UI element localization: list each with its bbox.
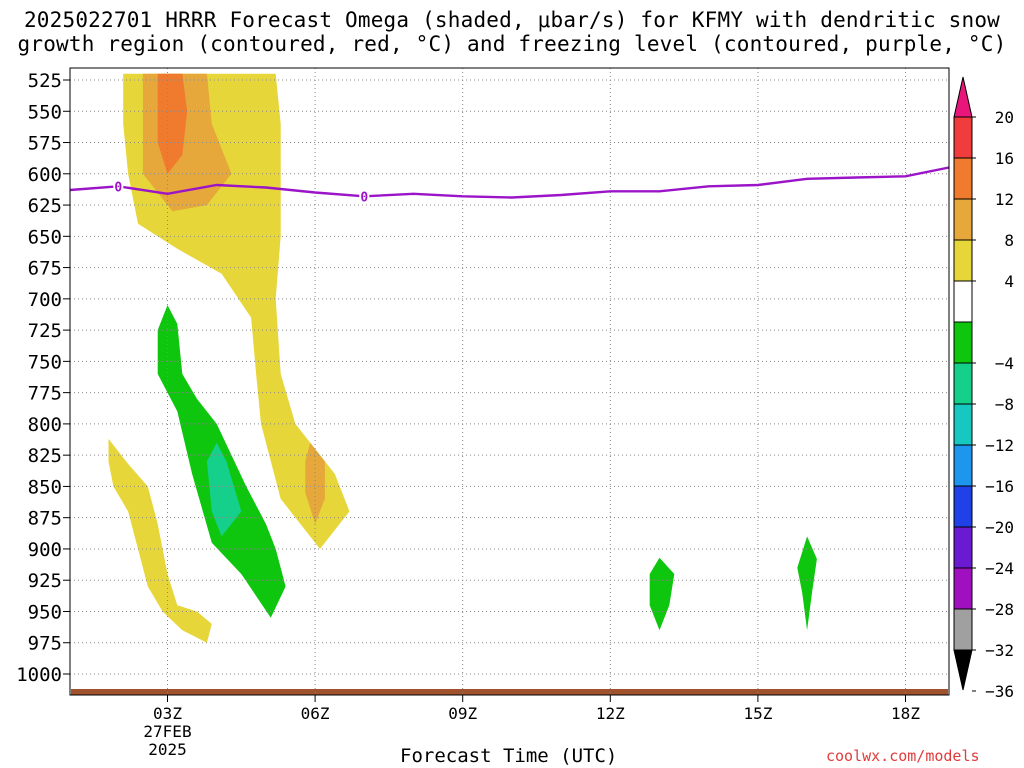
freezing-label-bg-1	[359, 189, 370, 204]
colorbar-bin-10	[953, 485, 973, 528]
colorbar-label-3: 8	[1004, 231, 1014, 250]
y-tick-label-775: 775	[28, 383, 62, 405]
colorbar-label-8: −16	[985, 477, 1014, 496]
colorbar-bin-9	[953, 444, 973, 487]
y-tick-label-675: 675	[28, 258, 62, 280]
y-tick-label-975: 975	[28, 633, 62, 655]
freezing-level-label-1: 0	[360, 190, 368, 205]
colorbar-label-11: −28	[985, 600, 1014, 619]
y-tick-label-850: 850	[28, 476, 62, 498]
y-tick-label-875: 875	[28, 508, 62, 530]
y-tick-label-700: 700	[28, 289, 62, 311]
colorbar-bin-5	[953, 280, 973, 323]
y-axis-ticks: 525 550 575 600 625 650 675 700 725 750 775 800 825 8…	[16, 70, 70, 686]
y-tick-label-750: 750	[28, 351, 62, 373]
colorbar-label-5: −4	[995, 354, 1014, 373]
x-tick-sublabel-1: 2025	[148, 740, 187, 759]
x-tick-label-09Z: 09Z	[448, 704, 477, 723]
chart-title-line-1: 2025022701 HRRR Forecast Omega (shaded, …	[23, 8, 1001, 32]
colorbar-label-0: 20	[995, 108, 1014, 127]
colorbar-label-13: −36	[985, 682, 1014, 701]
credit-text: coolwx.com/models	[826, 747, 980, 765]
x-axis-label: Forecast Time (UTC)	[400, 745, 618, 767]
omega-region-6	[649, 557, 675, 631]
y-tick-label-575: 575	[28, 133, 62, 155]
y-tick-label-1000: 1000	[16, 664, 62, 686]
colorbar-bin-13	[953, 608, 973, 651]
y-tick-label-525: 525	[28, 70, 62, 92]
colorbar-bin-1	[953, 116, 973, 159]
x-tick-sublabel-0: 27FEB	[143, 722, 191, 741]
x-tick-label-06Z: 06Z	[301, 704, 330, 723]
colorbar-label-12: −32	[985, 641, 1014, 660]
colorbar-top-triangle	[953, 76, 973, 118]
omega-region-3	[305, 442, 325, 524]
y-tick-label-950: 950	[28, 601, 62, 623]
y-tick-label-625: 625	[28, 195, 62, 217]
colorbar: 20 16 12 8 4 −4 −8 −12 −16 −20 −24 −28 −32 −36	[953, 76, 1014, 701]
colorbar-bottom-triangle	[953, 649, 973, 691]
grid-lines	[70, 68, 949, 695]
colorbar-label-9: −20	[985, 518, 1014, 537]
y-tick-label-550: 550	[28, 101, 62, 123]
colorbar-label-7: −12	[985, 436, 1014, 455]
colorbar-bin-4	[953, 239, 973, 282]
omega-region-4	[157, 73, 188, 174]
colorbar-label-2: 12	[995, 190, 1014, 209]
y-tick-label-650: 650	[28, 226, 62, 248]
colorbar-label-4: 4	[1004, 272, 1014, 291]
y-tick-label-800: 800	[28, 414, 62, 436]
freezing-level-line	[69, 166, 950, 199]
omega-region-8	[206, 442, 242, 537]
colorbar-label-1: 16	[995, 149, 1014, 168]
y-tick-label-725: 725	[28, 320, 62, 342]
freezing-label-bg-0	[113, 179, 124, 194]
freezing-level-contour: 00	[69, 166, 950, 205]
x-tick-label-12Z: 12Z	[596, 704, 625, 723]
omega-region-1	[108, 438, 212, 643]
colorbar-bin-3	[953, 198, 973, 241]
chart-title-line-2: growth region (contoured, red, °C) and f…	[17, 32, 1007, 56]
colorbar-bin-6	[953, 321, 973, 364]
colorbar-bin-12	[953, 567, 973, 610]
x-tick-label-18Z: 18Z	[891, 704, 920, 723]
colorbar-label-6: −8	[995, 395, 1014, 414]
colorbar-bin-7	[953, 362, 973, 405]
y-tick-label-925: 925	[28, 570, 62, 592]
terrain-fill	[71, 689, 948, 695]
colorbar-bin-2	[953, 157, 973, 200]
terrain-band	[71, 689, 948, 695]
omega-region-7	[797, 536, 817, 631]
y-tick-label-825: 825	[28, 445, 62, 467]
x-tick-label-03Z: 03Z	[153, 704, 182, 723]
colorbar-label-10: −24	[985, 559, 1014, 578]
y-tick-label-900: 900	[28, 539, 62, 561]
omega-shaded-regions	[108, 73, 817, 643]
x-tick-label-15Z: 15Z	[743, 704, 772, 723]
colorbar-bin-8	[953, 403, 973, 446]
colorbar-bin-11	[953, 526, 973, 569]
plot-frame	[69, 67, 950, 696]
y-tick-label-600: 600	[28, 164, 62, 186]
freezing-level-label-0: 0	[114, 180, 122, 195]
